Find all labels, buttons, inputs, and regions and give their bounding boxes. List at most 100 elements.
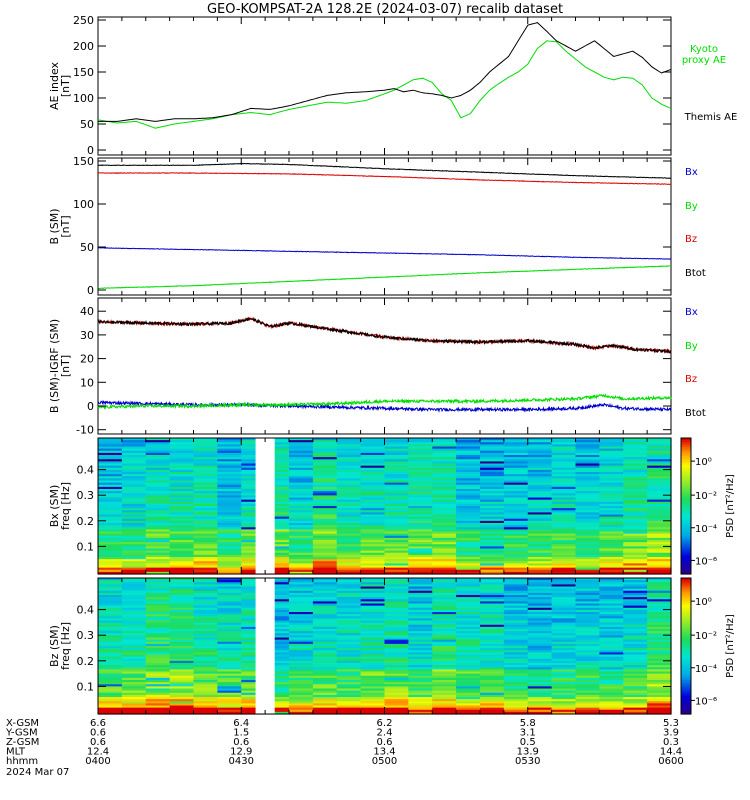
- psd-cell: [503, 641, 529, 645]
- psd-cell: [432, 548, 457, 552]
- psd-cell: [241, 618, 266, 622]
- psd-cell: [647, 654, 672, 658]
- psd-cell: [432, 514, 457, 518]
- psd-cell: [575, 476, 600, 479]
- psd-cell: [527, 489, 553, 492]
- psd-cell: [289, 588, 314, 592]
- psd-cell: [480, 588, 505, 592]
- psd-cell: [336, 486, 362, 490]
- psd-cell: [121, 552, 147, 556]
- y-tick-label: 0.4: [77, 604, 95, 617]
- psd-cell: [480, 535, 505, 539]
- y-axis-title: B (SM)-IGRF (SM): [48, 319, 61, 413]
- psd-cell: [623, 624, 648, 628]
- psd-cell: [623, 571, 648, 575]
- psd-cell: [575, 616, 600, 619]
- psd-cell: [647, 537, 672, 541]
- psd-cell: [623, 440, 648, 443]
- psd-cell: [456, 544, 481, 547]
- psd-cell: [480, 448, 505, 452]
- psd-cell: [312, 637, 338, 641]
- psd-cell: [623, 542, 648, 545]
- colorbar-step: [681, 584, 691, 588]
- psd-cell: [527, 707, 553, 711]
- psd-cell: [623, 510, 648, 513]
- psd-cell: [527, 703, 553, 707]
- psd-cell: [456, 612, 481, 615]
- psd-cell: [503, 565, 529, 569]
- psd-cell: [551, 523, 577, 526]
- psd-cell: [360, 705, 386, 709]
- psd-cell: [408, 622, 433, 626]
- psd-cell: [312, 682, 338, 685]
- psd-cell: [265, 491, 290, 494]
- psd-cell: [312, 546, 338, 550]
- psd-cell: [599, 474, 624, 477]
- psd-cell: [480, 482, 505, 486]
- psd-cell: [360, 607, 386, 611]
- psd-cell: [241, 635, 266, 639]
- psd-cell: [456, 665, 481, 668]
- psd-cell: [312, 684, 338, 687]
- psd-cell: [503, 671, 529, 675]
- psd-cell: [575, 665, 600, 668]
- psd-cell: [647, 609, 672, 613]
- psd-cell: [503, 652, 529, 656]
- psd-cell: [575, 671, 600, 675]
- psd-cell: [432, 544, 457, 547]
- psd-cell: [193, 612, 218, 615]
- psd-cell: [408, 514, 433, 518]
- psd-cell: [408, 461, 433, 465]
- psd-cell: [312, 595, 338, 598]
- psd-cell: [503, 446, 529, 450]
- colorbar-tick-label: 10⁻⁴: [695, 524, 717, 535]
- psd-cell: [527, 474, 553, 477]
- psd-cell: [241, 540, 266, 543]
- psd-cell: [121, 584, 147, 588]
- psd-cell: [503, 491, 529, 494]
- psd-cell: [480, 703, 505, 707]
- psd-cell: [599, 665, 624, 668]
- psd-cell: [384, 571, 409, 575]
- psd-cell: [384, 690, 409, 694]
- psd-cell: [336, 580, 362, 583]
- psd-cell: [503, 633, 529, 636]
- psd-cell: [98, 554, 123, 558]
- psd-cell: [241, 457, 266, 460]
- psd-cell: [169, 665, 195, 668]
- psd-cell: [265, 648, 290, 651]
- psd-cell: [289, 667, 314, 670]
- psd-cell: [647, 533, 672, 537]
- psd-cell: [647, 497, 672, 501]
- psd-cell: [98, 442, 123, 445]
- y-tick-label: 0.1: [77, 680, 95, 693]
- psd-cell: [456, 586, 481, 590]
- psd-cell: [217, 493, 242, 496]
- psd-cell: [265, 643, 290, 647]
- psd-cell: [98, 508, 123, 511]
- psd-cell: [193, 563, 218, 567]
- psd-cell: [217, 478, 242, 482]
- psd-cell: [145, 631, 171, 634]
- colorbar-step: [681, 695, 691, 699]
- psd-cell: [408, 480, 433, 484]
- psd-cell: [336, 516, 362, 520]
- psd-cell: [623, 690, 648, 694]
- psd-cell: [384, 584, 409, 588]
- psd-cell: [265, 677, 290, 681]
- psd-cell: [121, 616, 147, 619]
- psd-cell: [193, 518, 218, 522]
- psd-cell: [145, 495, 171, 499]
- psd-cell: [384, 452, 409, 456]
- psd-cell: [623, 675, 648, 679]
- psd-cell: [527, 446, 553, 450]
- psd-cell: [432, 603, 457, 607]
- ephemeris-value: 12.9: [230, 747, 252, 758]
- psd-cell: [551, 571, 577, 575]
- psd-cell: [193, 665, 218, 668]
- psd-cell: [265, 554, 290, 558]
- psd-cell: [599, 701, 624, 704]
- psd-cell: [169, 550, 195, 554]
- psd-cell: [599, 472, 624, 475]
- psd-cell: [312, 620, 338, 624]
